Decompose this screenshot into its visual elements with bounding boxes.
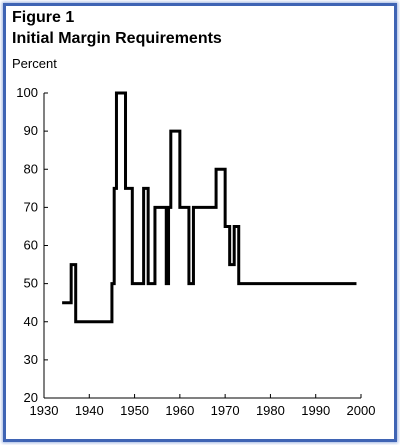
- x-tick-label: 1930: [30, 403, 59, 418]
- x-tick-label: 2000: [347, 403, 376, 418]
- y-tick-label: 30: [24, 352, 38, 367]
- y-tick-label: 50: [24, 276, 38, 291]
- y-tick-label: 70: [24, 199, 38, 214]
- chart-axes: [43, 93, 361, 399]
- y-tick-label: 80: [24, 161, 38, 176]
- figure-frame: [3, 3, 397, 442]
- y-axis-unit-label: Percent: [12, 56, 57, 71]
- y-tick-label: 100: [16, 85, 38, 100]
- y-tick-label: 90: [24, 123, 38, 138]
- x-tick-label: 1950: [120, 403, 149, 418]
- x-tick-label: 1980: [256, 403, 285, 418]
- figure-title: Initial Margin Requirements: [12, 30, 222, 47]
- x-axis-ticks: 1930 1940 1950 1960 1970 1980 1990 2000: [30, 394, 376, 418]
- series-line: [62, 91, 357, 324]
- chart-series: [62, 91, 357, 324]
- x-tick-label: 1990: [301, 403, 330, 418]
- y-tick-label: 60: [24, 238, 38, 253]
- y-tick-label: 20: [24, 390, 38, 405]
- x-tick-label: 1960: [165, 403, 194, 418]
- x-tick-label: 1970: [211, 403, 240, 418]
- y-tick-label: 40: [24, 314, 38, 329]
- x-tick-label: 1940: [75, 403, 104, 418]
- figure-label: Figure 1: [12, 9, 75, 26]
- y-axis-ticks: 20 30 40 50 60 70 80 90 100: [16, 85, 48, 405]
